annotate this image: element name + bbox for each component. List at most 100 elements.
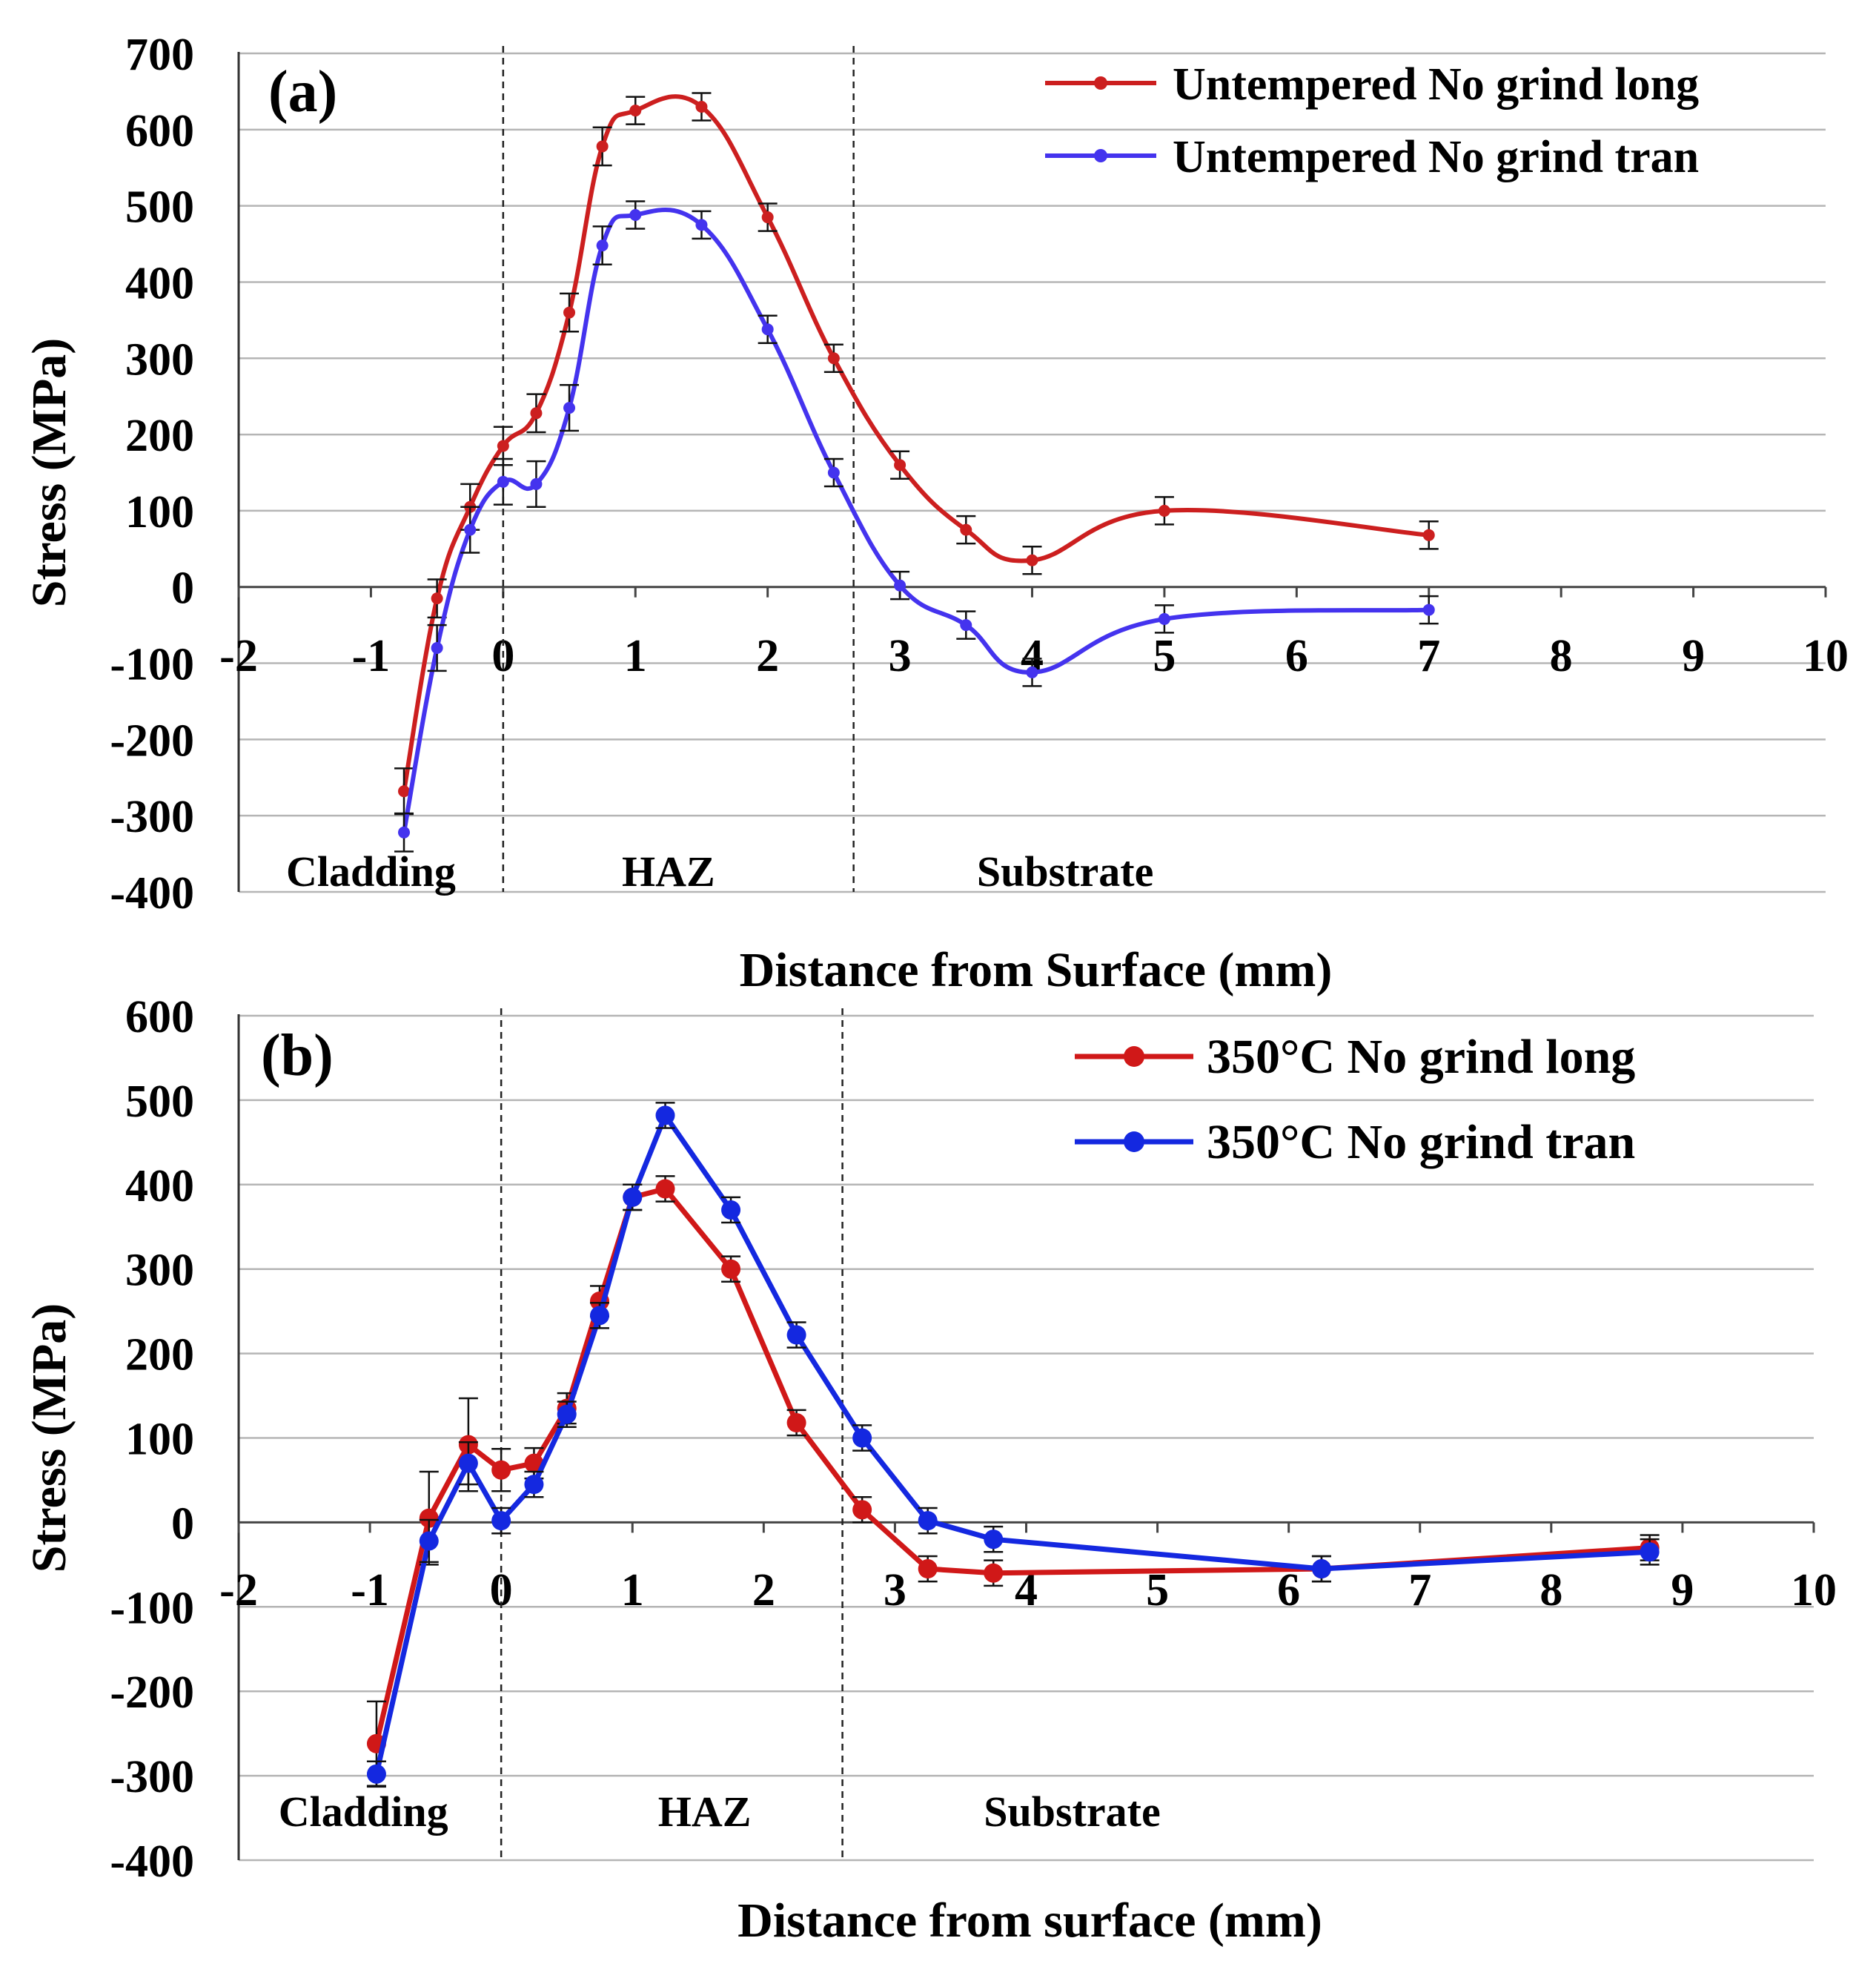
data-point bbox=[398, 785, 411, 798]
x-tick-label: 2 bbox=[752, 1565, 775, 1616]
data-point bbox=[431, 592, 443, 605]
x-tick-label: -1 bbox=[352, 631, 391, 681]
data-point bbox=[1026, 666, 1038, 678]
panel-label: (a) bbox=[268, 59, 337, 125]
y-tick-label: 0 bbox=[171, 1498, 194, 1549]
data-point bbox=[827, 466, 840, 479]
y-tick-label: -400 bbox=[110, 868, 194, 919]
legend-marker bbox=[1124, 1131, 1144, 1152]
data-point bbox=[786, 1325, 806, 1345]
data-point bbox=[1026, 554, 1038, 566]
x-tick-label: 3 bbox=[884, 1565, 906, 1616]
y-tick-label: 100 bbox=[125, 1415, 194, 1465]
series-long bbox=[366, 1175, 1660, 1788]
x-tick-label: -1 bbox=[351, 1565, 389, 1616]
data-point bbox=[918, 1511, 938, 1531]
region-label: Cladding bbox=[279, 1788, 448, 1836]
region-label: HAZ bbox=[658, 1788, 752, 1836]
data-point bbox=[1158, 504, 1170, 517]
data-point bbox=[458, 1453, 478, 1473]
data-point bbox=[497, 440, 509, 452]
series-tran bbox=[366, 1102, 1660, 1788]
data-point bbox=[629, 105, 642, 117]
data-point bbox=[655, 1179, 675, 1199]
x-tick-label: -2 bbox=[219, 1565, 258, 1616]
legend: Untempered No grind long Untempered No gr… bbox=[1045, 59, 1699, 182]
y-tick-label: -400 bbox=[110, 1836, 194, 1887]
y-tick-label: 500 bbox=[125, 1077, 194, 1127]
y-tick-label: -100 bbox=[110, 640, 194, 690]
x-tick-label: 6 bbox=[1277, 1565, 1300, 1616]
series-long bbox=[394, 92, 1439, 816]
y-tick-label: 400 bbox=[125, 258, 194, 308]
y-tick-label: 200 bbox=[125, 411, 194, 461]
data-point bbox=[960, 523, 972, 536]
data-point bbox=[419, 1531, 439, 1551]
x-axis-title: Distance from surface (mm) bbox=[738, 1894, 1322, 1948]
x-tick-label: 8 bbox=[1539, 1565, 1562, 1616]
x-tick-label: 10 bbox=[1803, 631, 1849, 681]
x-axis-title: Distance from Surface (mm) bbox=[740, 943, 1333, 997]
panel-label: (b) bbox=[261, 1023, 334, 1088]
y-tick-label: 0 bbox=[171, 563, 194, 614]
data-point bbox=[596, 239, 609, 252]
x-tick-label: 2 bbox=[756, 631, 779, 681]
x-tick-label: 6 bbox=[1285, 631, 1308, 681]
region-label: HAZ bbox=[622, 847, 715, 896]
data-point bbox=[918, 1559, 938, 1579]
data-point bbox=[960, 619, 972, 632]
data-point bbox=[398, 826, 411, 839]
data-point bbox=[366, 1764, 386, 1784]
data-point bbox=[721, 1200, 741, 1220]
series-line bbox=[374, 1185, 1650, 1745]
data-point bbox=[530, 407, 543, 420]
data-point bbox=[761, 211, 774, 224]
y-tick-label: -200 bbox=[110, 715, 194, 766]
data-point bbox=[695, 100, 708, 113]
y-tick-label: 500 bbox=[125, 182, 194, 233]
region-label: Substrate bbox=[984, 1788, 1160, 1836]
y-axis-title: Stress (MPa) bbox=[22, 1303, 76, 1573]
x-tick-label: 1 bbox=[621, 1565, 644, 1616]
data-point bbox=[497, 475, 509, 488]
x-tick-label: 10 bbox=[1791, 1565, 1837, 1616]
x-tick-label: 8 bbox=[1550, 631, 1573, 681]
legend-marker bbox=[1094, 149, 1107, 162]
y-tick-label: 200 bbox=[125, 1330, 194, 1380]
data-point bbox=[491, 1460, 511, 1480]
x-tick-label: 7 bbox=[1408, 1565, 1431, 1616]
series-line bbox=[374, 1112, 1650, 1775]
y-tick-label: 600 bbox=[125, 106, 194, 156]
legend-label: Untempered No grind long bbox=[1173, 59, 1699, 110]
y-tick-label: 600 bbox=[125, 992, 194, 1042]
data-point bbox=[431, 641, 443, 654]
legend-label: Untempered No grind tran bbox=[1173, 132, 1699, 182]
legend: 350°C No grind long 350°C No grind tran bbox=[1075, 1030, 1635, 1169]
data-point bbox=[655, 1105, 675, 1125]
y-tick-label: -300 bbox=[110, 792, 194, 842]
data-point bbox=[629, 208, 642, 221]
data-point bbox=[827, 352, 840, 365]
data-point bbox=[596, 140, 609, 153]
data-point bbox=[984, 1530, 1004, 1550]
data-point bbox=[786, 1412, 806, 1432]
data-point bbox=[1422, 529, 1435, 541]
data-point bbox=[419, 1508, 439, 1528]
y-tick-label: 700 bbox=[125, 30, 194, 80]
x-tick-label: 9 bbox=[1671, 1565, 1694, 1616]
data-point bbox=[1158, 612, 1170, 625]
data-point bbox=[852, 1500, 872, 1520]
data-point bbox=[695, 219, 708, 231]
data-point bbox=[557, 1404, 577, 1424]
region-label: Cladding bbox=[286, 847, 456, 896]
y-tick-label: 300 bbox=[125, 334, 194, 385]
data-point bbox=[623, 1187, 643, 1207]
x-tick-label: 1 bbox=[624, 631, 647, 681]
x-tick-label: -2 bbox=[219, 631, 258, 681]
x-tick-label: 3 bbox=[889, 631, 912, 681]
data-point bbox=[524, 1475, 544, 1495]
data-point bbox=[563, 402, 576, 414]
series-tran bbox=[394, 200, 1439, 853]
